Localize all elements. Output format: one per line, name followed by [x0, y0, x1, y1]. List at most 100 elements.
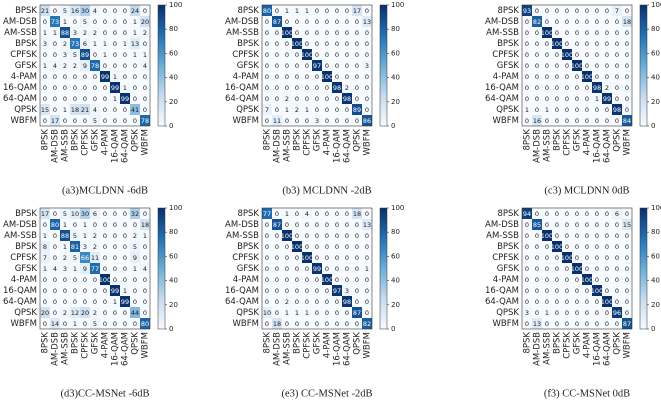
cell-value: 14	[51, 320, 59, 328]
cell-value: 0	[625, 243, 629, 251]
cell-value: 0	[605, 210, 609, 218]
cell	[272, 296, 282, 307]
cell-value: 0	[305, 84, 309, 92]
cell	[362, 230, 372, 241]
cell	[262, 38, 272, 49]
cell	[100, 38, 110, 49]
cell	[352, 38, 362, 49]
cell-value: 0	[295, 232, 299, 240]
cell-value: 0	[285, 243, 289, 251]
cell-value: 0	[345, 243, 349, 251]
cell-value: 0	[53, 243, 57, 251]
cell	[362, 274, 372, 285]
cell-value: 0	[545, 117, 549, 125]
y-tick-label: 8PSK	[237, 209, 259, 219]
cell-value: 6	[83, 40, 87, 48]
x-tick-label: CPFSK	[81, 332, 91, 359]
cell-value: 1	[295, 309, 299, 317]
cell	[352, 274, 362, 285]
cell	[602, 296, 612, 307]
cell	[542, 115, 552, 126]
cell	[100, 230, 110, 241]
cell	[90, 38, 100, 49]
cell	[342, 285, 352, 296]
cell-value: 0	[345, 73, 349, 81]
cell	[582, 5, 592, 16]
cell	[60, 296, 70, 307]
cell-value: 0	[605, 29, 609, 37]
cell-value: 2	[93, 243, 97, 251]
cell-value: 77	[91, 265, 99, 273]
cell-value: 0	[305, 29, 309, 37]
cell	[552, 71, 562, 82]
cell	[110, 307, 120, 318]
cell	[302, 71, 312, 82]
cell-value: 0	[275, 210, 279, 218]
cell-value: 1	[545, 106, 549, 114]
cell-value: 1	[73, 320, 77, 328]
y-tick-label: 8PSK	[497, 6, 519, 16]
cell-value: 0	[113, 210, 117, 218]
cell-value: 0	[625, 276, 629, 284]
cell	[562, 82, 572, 93]
cell-value: 0	[585, 29, 589, 37]
cell-value: 1	[103, 51, 107, 59]
cell	[622, 285, 632, 296]
cell-value: 0	[275, 287, 279, 295]
cell	[90, 274, 100, 285]
cell	[562, 16, 572, 27]
cell	[362, 115, 372, 126]
cell-value: 0	[555, 29, 559, 37]
cell	[110, 230, 120, 241]
cell	[522, 296, 532, 307]
colorbar-tick-label: 60	[169, 49, 178, 57]
cell	[140, 27, 150, 38]
cell	[90, 93, 100, 104]
cell-value: 0	[555, 298, 559, 306]
cell	[602, 263, 612, 274]
cell-value: 0	[525, 51, 529, 59]
cell-value: 0	[315, 106, 319, 114]
colorbar-tick-label: 80	[169, 228, 178, 236]
cell	[362, 27, 372, 38]
x-tick-label: 64-QAM	[343, 129, 353, 163]
cell-value: 0	[143, 298, 147, 306]
cell	[80, 27, 90, 38]
cell	[140, 241, 150, 252]
y-tick-label: 64-QAM	[225, 94, 259, 104]
cell	[552, 219, 562, 230]
cell	[50, 274, 60, 285]
cell-value: 0	[73, 221, 77, 229]
cell	[602, 71, 612, 82]
x-tick-label: CPFSK	[563, 332, 573, 359]
cell-value: 3	[43, 40, 47, 48]
cell-value: 1	[295, 7, 299, 15]
cell-value: 0	[133, 84, 137, 92]
cell-value: 0	[545, 95, 549, 103]
cell-value: 0	[305, 265, 309, 273]
cell	[80, 307, 90, 318]
cell-value: 0	[43, 95, 47, 103]
cell-value: 0	[63, 298, 67, 306]
cell-value: 0	[133, 276, 137, 284]
cell-value: 0	[305, 320, 309, 328]
cell	[292, 219, 302, 230]
cell-value: 0	[143, 243, 147, 251]
x-tick-label: 16-QAM	[111, 129, 121, 163]
cell	[602, 230, 612, 241]
colorbar-tick-label: 80	[391, 25, 400, 33]
y-tick-label: CPFSK	[492, 50, 519, 60]
cell	[90, 241, 100, 252]
cell	[362, 241, 372, 252]
cell	[322, 208, 332, 219]
cell-value: 0	[315, 298, 319, 306]
y-tick-label: 4-PAM	[11, 275, 37, 285]
colorbar-tick-label: 80	[391, 228, 400, 236]
cell-value: 0	[103, 221, 107, 229]
cell-value: 0	[545, 254, 549, 262]
cell	[302, 296, 312, 307]
cell	[522, 5, 532, 16]
cell	[100, 285, 110, 296]
cell	[532, 5, 542, 16]
cell-value: 0	[545, 84, 549, 92]
